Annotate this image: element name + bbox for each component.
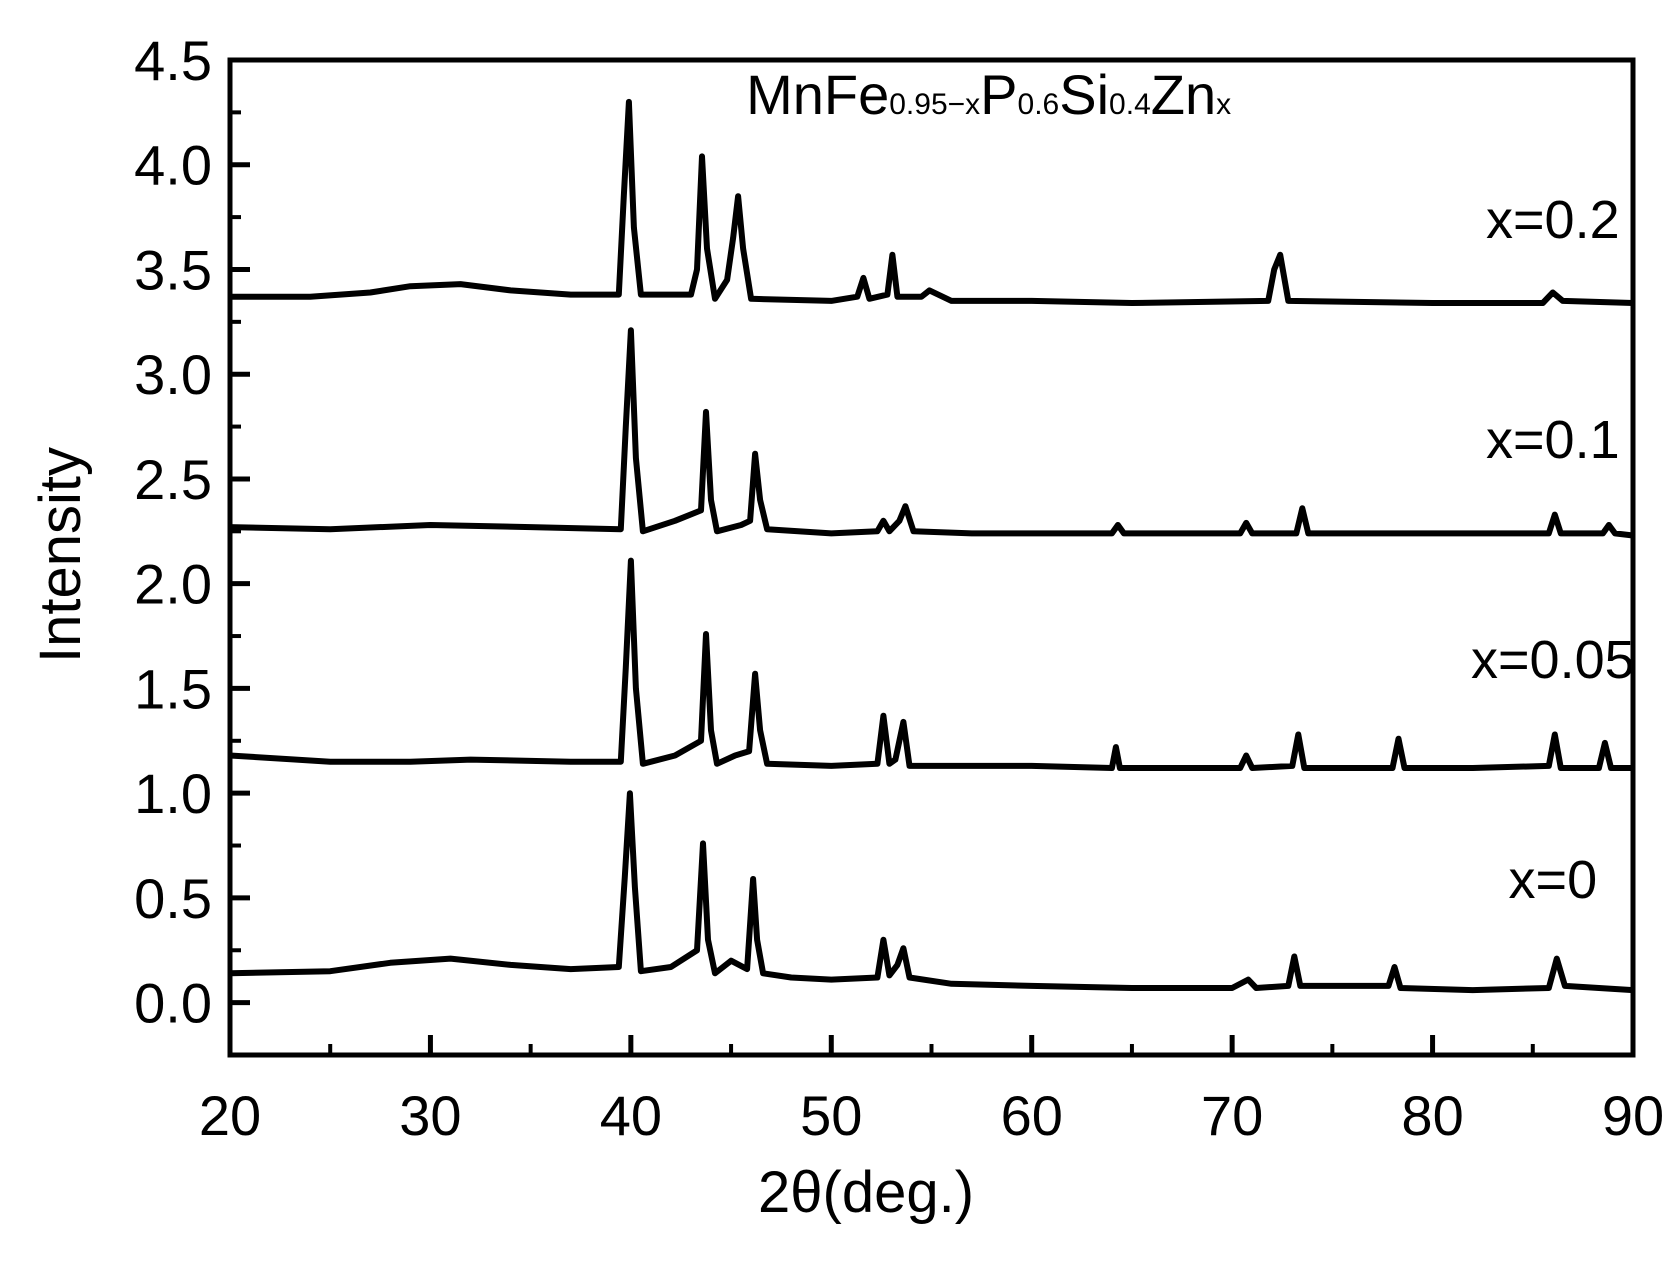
x-tick-label: 60 <box>1001 1084 1063 1147</box>
title-text: Si <box>1059 63 1109 126</box>
y-tick-label: 2.5 <box>134 448 212 511</box>
series-line-0 <box>229 790 1634 994</box>
series-line-3 <box>230 98 1634 306</box>
title-subscript: 0.4 <box>1109 88 1151 121</box>
y-tick-label: 4.5 <box>134 29 212 92</box>
title-text: MnFe <box>746 63 889 126</box>
y-axis: 0.0 0.5 1.0 1.5 2.0 2.5 3.0 3.5 4.0 4.5 <box>134 29 250 1035</box>
series-label: x=0 <box>1509 850 1598 910</box>
x-axis-title: 2θ(deg.) <box>758 1160 974 1225</box>
title-subscript: 0.95−x <box>889 88 980 121</box>
title-subscript: 0.6 <box>1018 88 1060 121</box>
series-lines <box>229 98 1634 994</box>
x-tick-label: 80 <box>1401 1084 1463 1147</box>
series-label: x=0.05 <box>1471 630 1635 690</box>
y-tick-label: 2.0 <box>134 553 212 616</box>
plot-frame <box>227 57 1636 1058</box>
y-tick-label: 0.5 <box>134 867 212 930</box>
y-tick-label: 3.5 <box>134 238 212 301</box>
title-subscript: x <box>1216 88 1231 121</box>
x-tick-label: 20 <box>199 1084 261 1147</box>
series-line-2 <box>229 327 1634 539</box>
y-axis-title: Intensity <box>28 447 93 663</box>
y-tick-label: 0.0 <box>134 972 212 1035</box>
x-tick-label: 30 <box>399 1084 461 1147</box>
y-tick-label: 1.5 <box>134 657 212 720</box>
y-tick-label: 4.0 <box>134 134 212 197</box>
series-label: x=0.1 <box>1486 410 1620 470</box>
x-tick-label: 90 <box>1602 1084 1664 1147</box>
x-tick-label: 50 <box>800 1084 862 1147</box>
y-tick-label: 3.0 <box>134 343 212 406</box>
series-labels: x=0 x=0.05 x=0.1 x=0.2 <box>1471 190 1635 910</box>
series-label: x=0.2 <box>1486 190 1620 250</box>
series-line-1 <box>229 557 1633 771</box>
x-tick-label: 70 <box>1201 1084 1263 1147</box>
y-tick-label: 1.0 <box>134 762 212 825</box>
x-axis: 20 30 40 50 60 70 80 90 <box>199 1035 1664 1147</box>
title-text: P <box>980 63 1017 126</box>
title-text: Zn <box>1151 63 1216 126</box>
chart-title: MnFe0.95−xP0.6Si0.4Znx <box>746 63 1231 126</box>
x-tick-label: 40 <box>600 1084 662 1147</box>
